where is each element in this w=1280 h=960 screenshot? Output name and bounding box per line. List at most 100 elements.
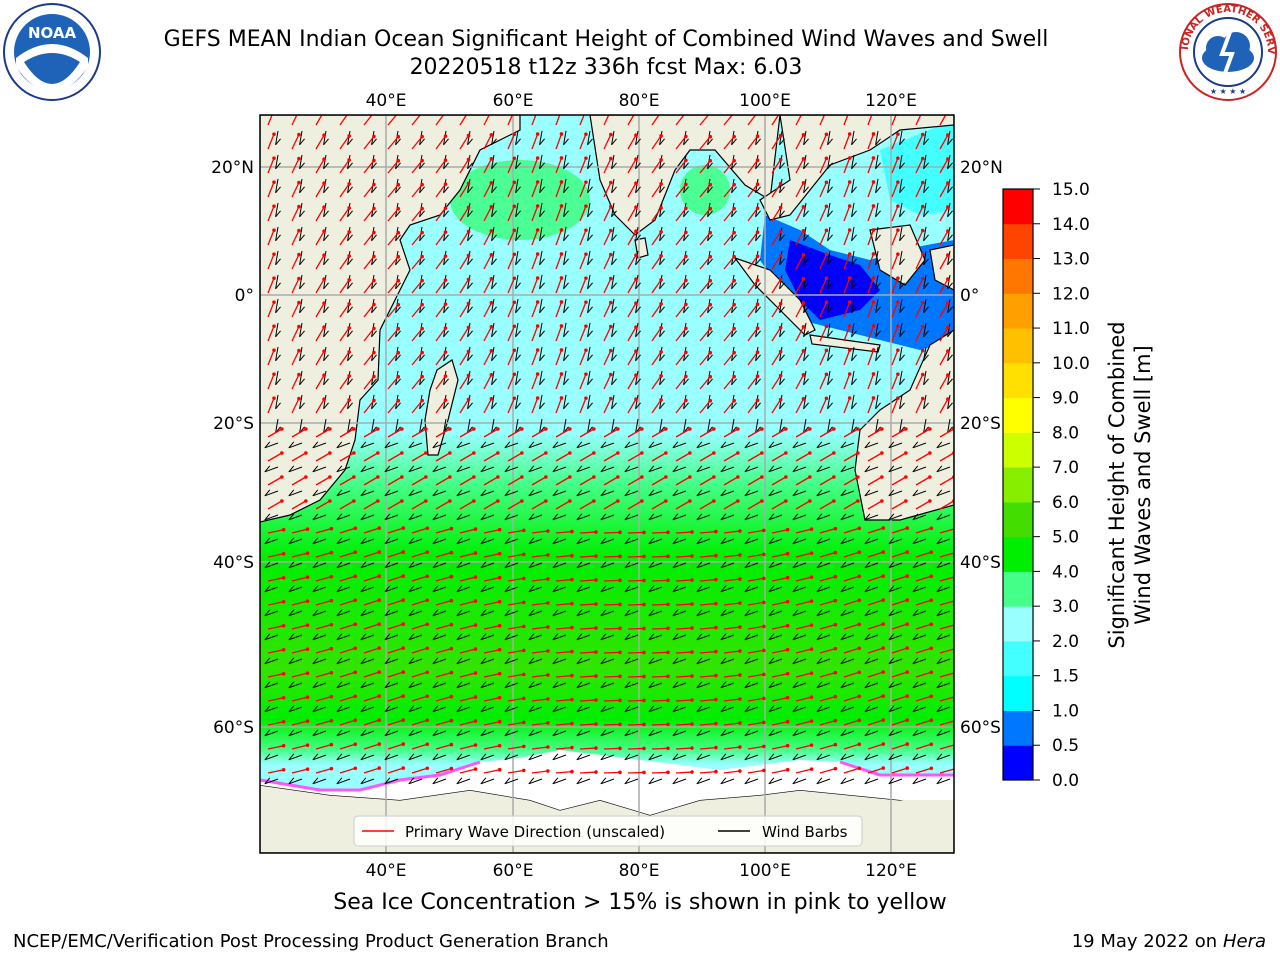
wind-barb [312, 778, 327, 785]
wind-barb [648, 442, 663, 449]
wind-barb [408, 538, 423, 545]
wind-barb [563, 394, 567, 409]
wind-barb [264, 754, 279, 761]
wind-barb-flag [611, 306, 617, 314]
wave-direction-arrowhead [473, 743, 478, 747]
wind-barb-flag [456, 777, 463, 785]
wind-barb [803, 418, 807, 433]
wave-direction-arrow [339, 375, 350, 390]
wind-barb [864, 610, 879, 617]
wind-barb-flag [755, 282, 761, 290]
wind-barb [456, 730, 471, 737]
wave-direction-arrow [555, 674, 572, 678]
wind-barb [528, 514, 543, 521]
wave-direction-arrow [531, 674, 548, 678]
wind-barb [552, 442, 567, 449]
wind-barb-flag [803, 282, 809, 290]
wind-barb [360, 538, 375, 545]
wave-direction-arrow [507, 115, 514, 126]
wave-direction-arrowhead [881, 526, 886, 530]
wave-direction-arrow [771, 399, 782, 414]
wave-direction-arrow [387, 500, 403, 510]
wave-direction-arrowhead [272, 300, 276, 304]
wind-barb [552, 538, 567, 545]
wave-direction-arrowhead [761, 672, 766, 677]
wave-direction-arrow [723, 476, 739, 486]
wind-barb [323, 394, 327, 409]
wave-direction-arrow [507, 721, 524, 726]
wind-barb-flag [683, 306, 689, 314]
wind-barb-flag [456, 441, 463, 449]
wave-direction-arrowhead [281, 743, 286, 748]
wind-barb-flag [659, 234, 665, 242]
wind-barb-flag [707, 210, 713, 218]
wave-direction-arrow [699, 698, 716, 702]
wave-direction-arrow [939, 600, 954, 606]
wind-barb-flag [432, 705, 439, 713]
wind-barb [576, 490, 591, 497]
wave-direction-arrow [747, 721, 764, 726]
wave-direction-arrow [627, 651, 645, 654]
wind-barb [299, 226, 303, 241]
wave-direction-arrow [339, 743, 356, 750]
wind-barb [803, 322, 807, 337]
wind-barb-flag [395, 378, 401, 386]
wind-barb-flag [384, 777, 391, 785]
wave-direction-arrow [459, 500, 475, 510]
wind-barb-flag [816, 705, 823, 713]
wave-direction-arrow [435, 743, 452, 750]
wind-barb [563, 130, 567, 145]
wind-barb-flag [576, 489, 583, 497]
wave-direction-arrowhead [778, 205, 783, 210]
wave-direction-arrowhead [801, 325, 806, 329]
wind-barb [491, 154, 495, 169]
wind-barb [720, 538, 735, 545]
wave-direction-arrow [891, 325, 899, 342]
wind-barb-flag [851, 378, 857, 386]
wave-direction-arrowhead [684, 158, 688, 163]
wave-direction-arrow [363, 599, 380, 606]
wave-direction-arrowhead [712, 451, 716, 455]
wave-direction-arrow [699, 476, 715, 486]
wave-direction-arrowhead [684, 398, 688, 403]
wave-direction-arrow [867, 551, 884, 558]
wave-direction-arrowhead [443, 326, 448, 330]
wave-direction-arrow [915, 398, 924, 414]
wave-direction-arrowhead [594, 578, 598, 582]
wind-barb-flag [539, 258, 545, 266]
wave-direction-arrowhead [946, 109, 950, 113]
colorbar-tick-label: 4.0 [1052, 562, 1079, 582]
wind-barb [864, 538, 879, 545]
wave-direction-arrow [819, 743, 836, 750]
wind-barb-flag [827, 234, 833, 242]
wave-direction-arrowhead [847, 276, 852, 280]
colorbar-tick-label: 9.0 [1052, 389, 1079, 409]
wave-direction-arrowhead [376, 451, 380, 455]
wind-barb-flag [384, 657, 391, 665]
wind-barb-flag [587, 306, 593, 314]
wind-barb [504, 514, 519, 521]
wave-direction-arrowhead [401, 598, 406, 602]
wind-barb-flag [779, 330, 785, 338]
wind-barb-flag [864, 561, 871, 569]
wind-barb-flag [576, 657, 583, 665]
wind-barb-flag [947, 306, 953, 314]
wave-direction-arrowhead [784, 475, 788, 479]
wind-barb-flag [936, 513, 943, 521]
wave-direction-arrow [555, 428, 571, 438]
wave-direction-arrowhead [896, 156, 900, 160]
wave-direction-arrow [723, 554, 740, 558]
wave-direction-arrow [867, 157, 875, 174]
wave-direction-arrow [507, 673, 524, 678]
wind-barb [504, 634, 519, 641]
wind-barb-flag [899, 306, 905, 314]
wave-direction-arrowhead [420, 278, 424, 283]
wave-direction-arrow [843, 205, 851, 222]
wind-barb [864, 586, 879, 593]
wave-direction-arrowhead [521, 624, 526, 629]
wave-direction-arrowhead [824, 300, 829, 305]
wave-direction-arrow [387, 256, 399, 270]
colorbar-tick-label: 6.0 [1052, 493, 1079, 513]
wind-barb-flag [635, 234, 641, 242]
wind-barb-flag [480, 705, 487, 713]
